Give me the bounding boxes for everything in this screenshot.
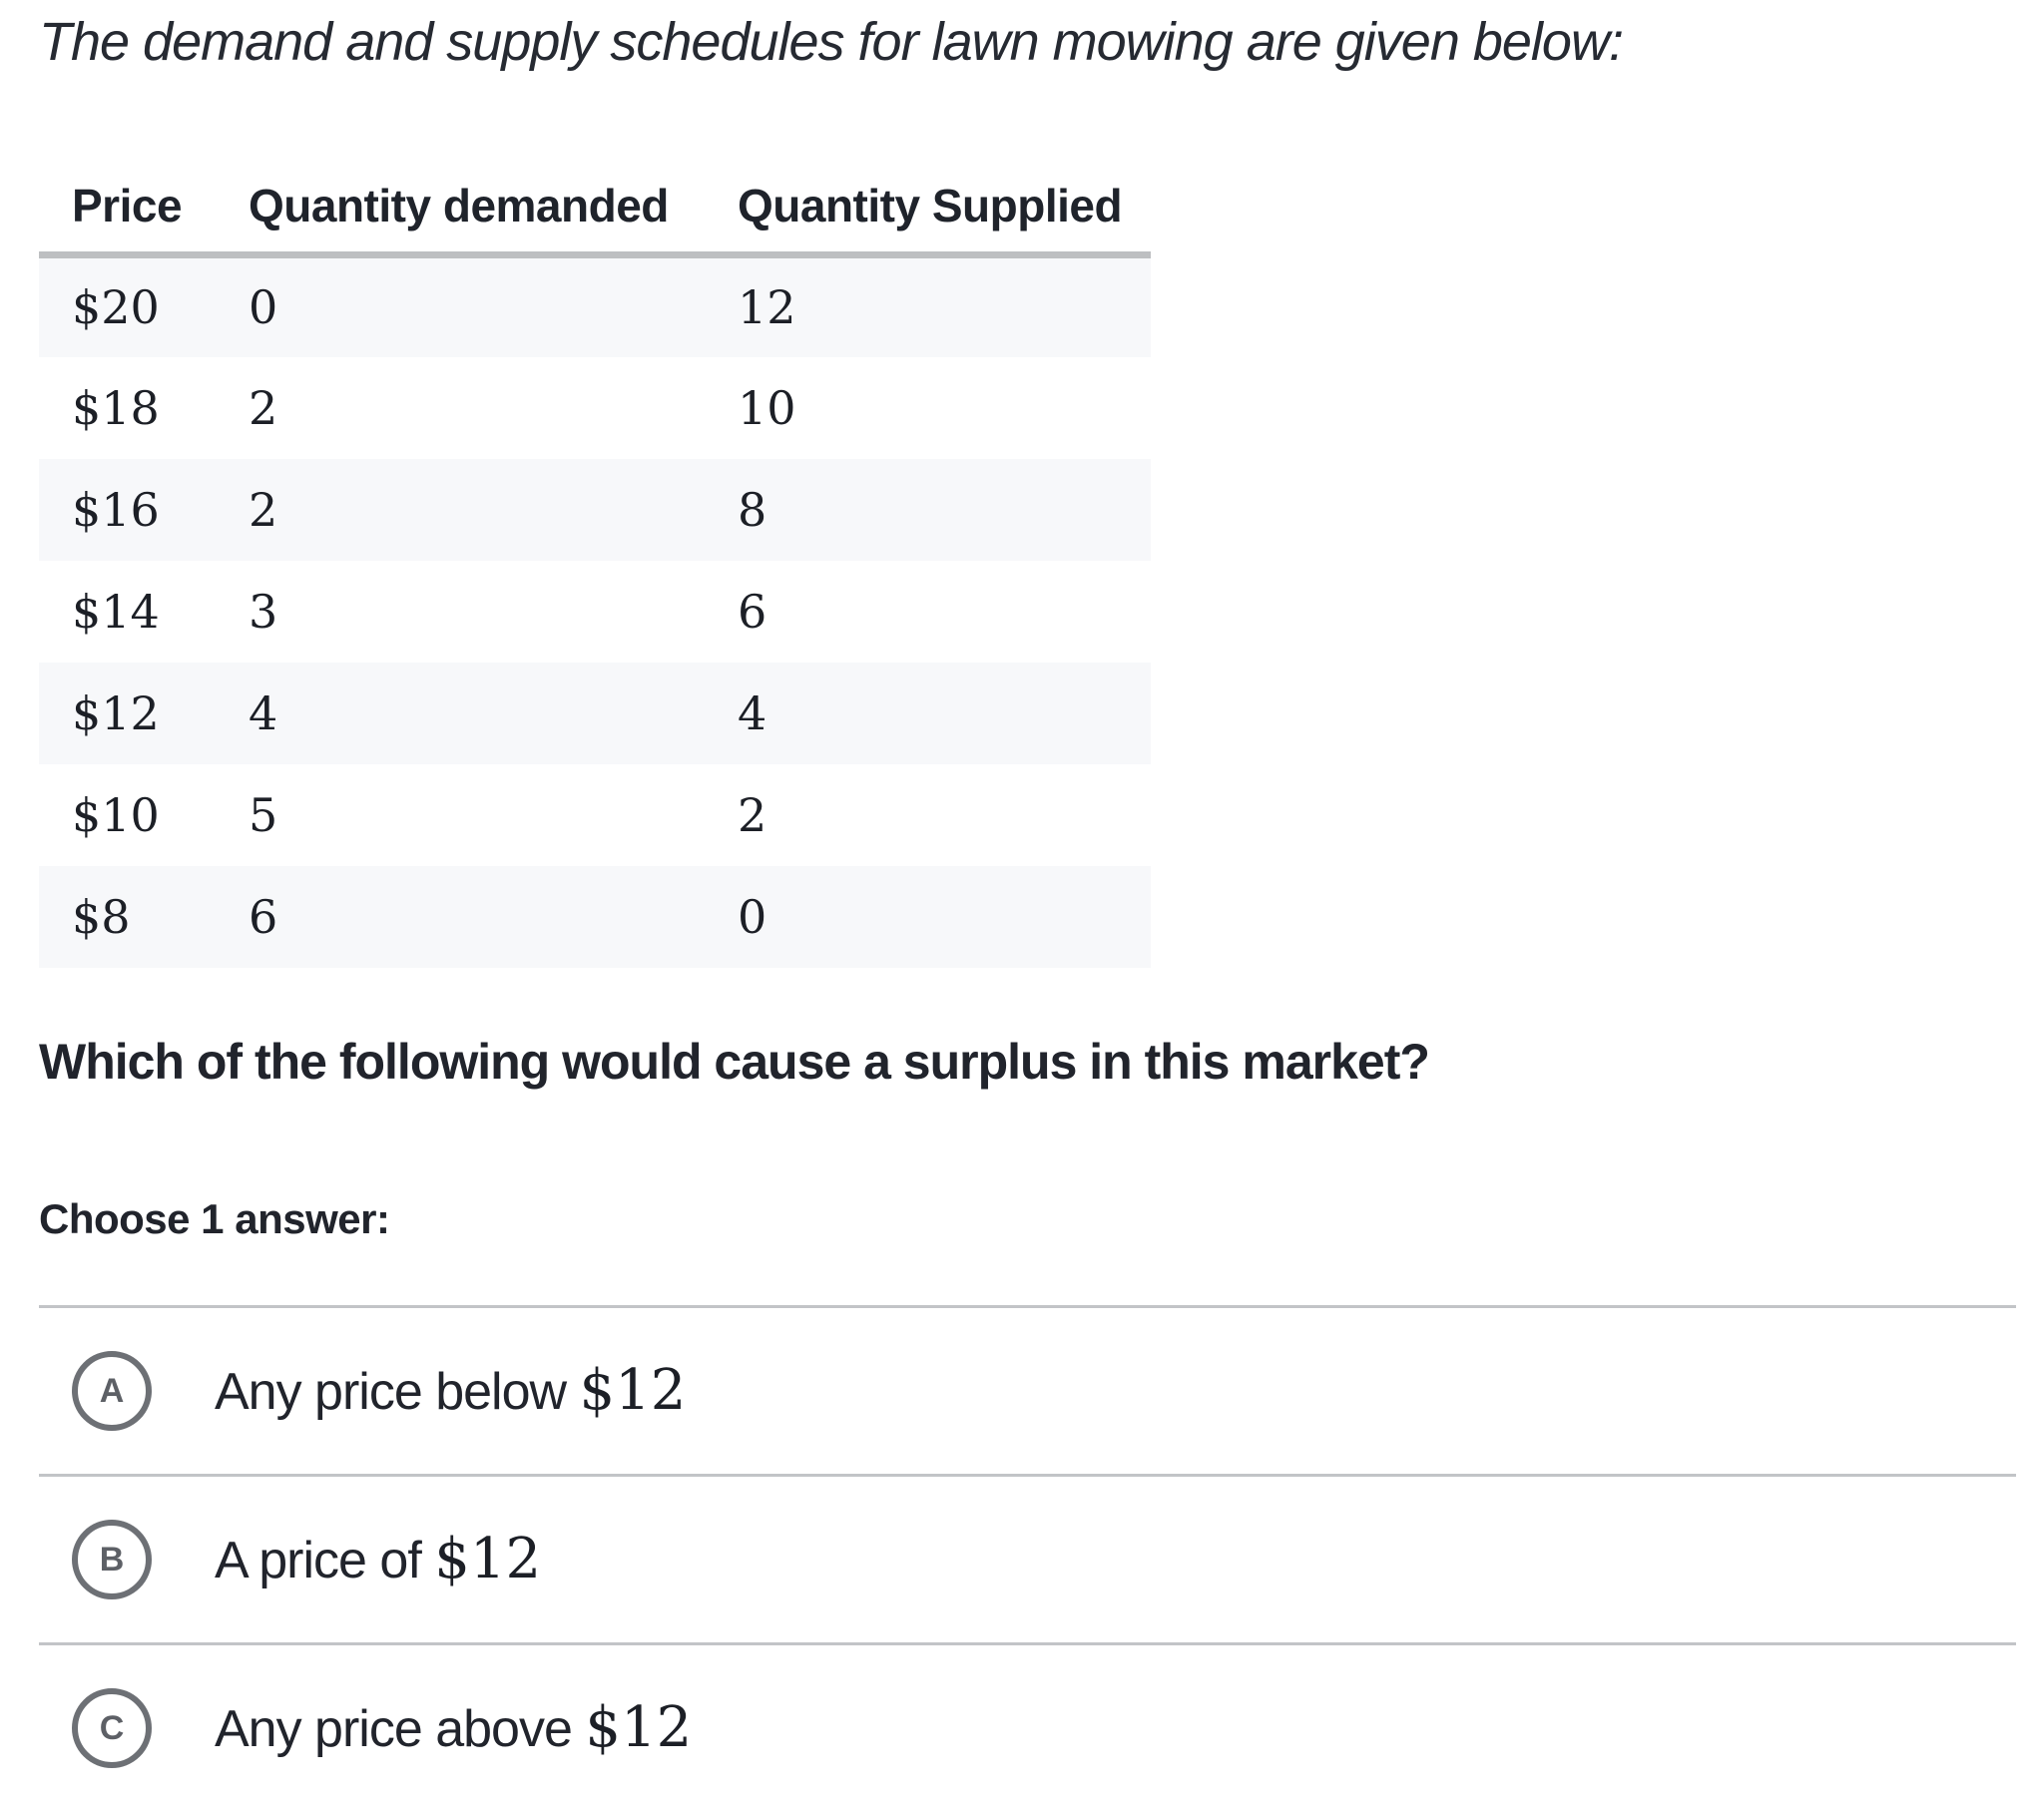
quantity-demanded-cell: 2: [249, 380, 278, 435]
radio-letter: C: [99, 1708, 125, 1747]
option-text: Any price below: [215, 1363, 580, 1421]
radio-letter: B: [99, 1540, 125, 1579]
col-header-quantity-supplied: Quantity Supplied: [738, 180, 1123, 231]
prompt-text: The demand and supply schedules for lawn…: [39, 12, 1624, 72]
option-math-value: $12: [585, 1695, 693, 1760]
option-label: Any price above $12: [215, 1695, 692, 1760]
answer-option-b[interactable]: B A price of $12: [39, 1473, 2016, 1642]
price-cell: $18: [72, 380, 160, 435]
option-math-value: $12: [579, 1358, 687, 1423]
quantity-demanded-cell: 2: [249, 482, 278, 537]
price-cell: $20: [72, 280, 160, 335]
quantity-supplied-cell: 10: [738, 380, 796, 435]
schedule-table-header: Price Quantity demanded Quantity Supplie…: [39, 176, 1151, 255]
table-row: $12 4 4: [39, 662, 1151, 764]
answer-option-c[interactable]: C Any price above $12: [39, 1641, 2016, 1811]
quantity-demanded-cell: 3: [249, 584, 278, 639]
option-label: Any price below $12: [215, 1358, 686, 1423]
quantity-demanded-cell: 6: [249, 889, 278, 944]
header-row: Price Quantity demanded Quantity Supplie…: [39, 176, 1151, 255]
quantity-demanded-cell: 5: [249, 787, 278, 842]
quantity-supplied-cell: 12: [738, 280, 796, 335]
price-cell: $14: [72, 584, 160, 639]
table-row: $10 5 2: [39, 764, 1151, 866]
question-text: Which of the following would cause a sur…: [39, 1033, 1430, 1090]
choose-answer-label: Choose 1 answer:: [39, 1194, 390, 1242]
table-row: $16 2 8: [39, 458, 1151, 561]
option-math-value: $12: [434, 1527, 542, 1591]
price-cell: $8: [72, 889, 131, 944]
table-row: $14 3 6: [39, 561, 1151, 663]
schedule-table-body: $20 0 12 $18 2 10 $16 2 8 $14 3 6 $12 4 4 $10 5 2 $8 6 0: [39, 254, 1151, 968]
quantity-supplied-cell: 2: [738, 787, 767, 842]
quantity-supplied-cell: 8: [738, 482, 767, 537]
answer-option-a[interactable]: A Any price below $12: [39, 1304, 2016, 1474]
quantity-demanded-cell: 4: [249, 685, 278, 740]
price-cell: $12: [72, 685, 160, 740]
option-text: A price of: [215, 1532, 435, 1589]
price-cell: $10: [72, 787, 160, 842]
table-row: $8 6 0: [39, 865, 1151, 968]
quantity-supplied-cell: 4: [738, 685, 767, 740]
radio-button-b[interactable]: B: [72, 1519, 152, 1599]
table-row: $18 2 10: [39, 357, 1151, 459]
option-label: A price of $12: [215, 1527, 541, 1591]
quantity-supplied-cell: 0: [738, 889, 767, 944]
option-text: Any price above: [215, 1700, 586, 1758]
radio-letter: A: [99, 1371, 125, 1410]
table-row: $20 0 12: [39, 254, 1151, 357]
price-cell: $16: [72, 482, 160, 537]
col-header-price: Price: [72, 180, 183, 231]
radio-button-c[interactable]: C: [72, 1687, 152, 1768]
quantity-supplied-cell: 6: [738, 584, 767, 639]
quantity-demanded-cell: 0: [249, 280, 278, 335]
col-header-quantity-demanded: Quantity demanded: [249, 180, 669, 231]
answer-options: A Any price below $12 B A price of $12 C Any …: [39, 1304, 2016, 1811]
schedule-table: Price Quantity demanded Quantity Supplie…: [39, 176, 1151, 968]
radio-button-a[interactable]: A: [72, 1350, 152, 1431]
